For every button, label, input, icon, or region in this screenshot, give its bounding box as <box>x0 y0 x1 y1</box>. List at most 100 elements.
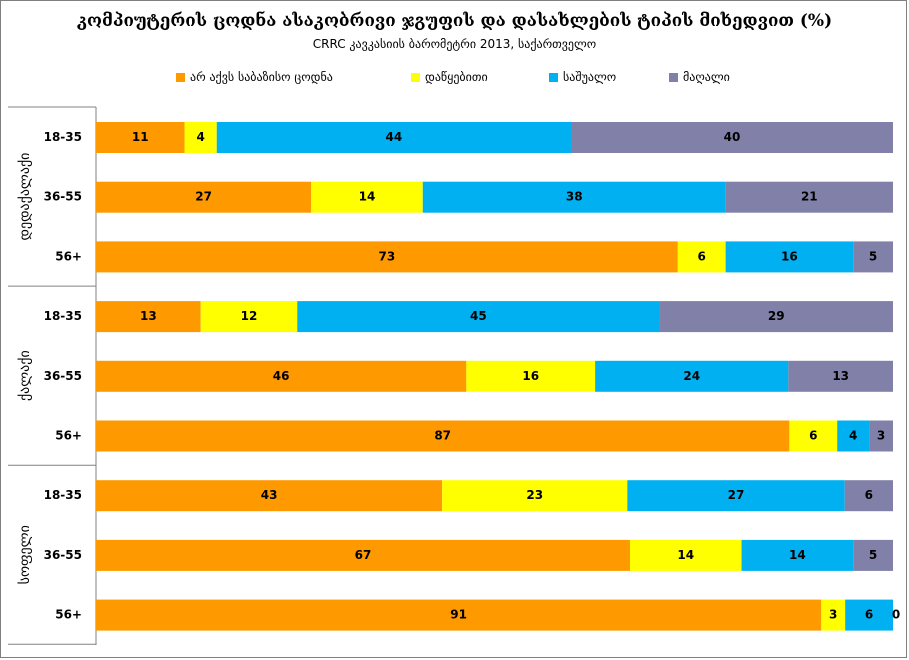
row-label: 18-35 <box>44 488 82 502</box>
data-label: 40 <box>724 130 741 144</box>
data-label: 27 <box>728 488 745 502</box>
data-label: 24 <box>683 369 700 383</box>
data-label: 5 <box>869 249 877 263</box>
bar-segment <box>677 241 726 273</box>
data-label: 6 <box>809 429 817 443</box>
data-label: 44 <box>386 130 403 144</box>
data-label: 27 <box>195 190 212 204</box>
bar-segment <box>184 122 217 153</box>
data-label: 87 <box>434 429 451 443</box>
data-label: 14 <box>677 548 694 562</box>
bar-segment <box>570 122 893 153</box>
bar-segment <box>96 241 678 273</box>
bar-segment <box>422 181 726 213</box>
bar-segment <box>216 122 571 153</box>
row-label: 36-55 <box>44 190 82 204</box>
bar-segment <box>789 420 838 452</box>
data-label: 13 <box>832 369 849 383</box>
data-label: 91 <box>450 608 467 622</box>
bar-segment <box>96 360 467 392</box>
data-label: 11 <box>132 130 149 144</box>
legend-swatch <box>669 72 678 82</box>
bar-segment <box>96 301 201 333</box>
legend-label: არ აქვს საბაზისო ცოდნა <box>190 70 333 84</box>
bar-segment <box>96 539 630 571</box>
data-label: 3 <box>829 608 837 622</box>
bar-segment <box>869 420 893 452</box>
data-label: 0 <box>892 608 900 622</box>
row-label: 56+ <box>55 429 82 443</box>
bar-segment <box>629 539 742 571</box>
legend-item-advanced: მაღალი <box>669 68 730 86</box>
group-label: სოფელი <box>17 525 33 584</box>
data-label: 6 <box>698 249 706 263</box>
data-label: 6 <box>865 488 873 502</box>
bar-segment <box>853 241 893 273</box>
bar-segment <box>741 539 854 571</box>
bar-segment <box>853 539 893 571</box>
data-label: 12 <box>241 309 258 323</box>
bar-segment <box>96 122 185 153</box>
bar-segment <box>659 301 893 333</box>
bar-segment <box>821 599 846 631</box>
legend-label: დაწყებითი <box>425 70 488 84</box>
legend-item-beginner: დაწყებითი <box>411 68 488 86</box>
data-label: 6 <box>865 608 873 622</box>
row-label: 36-55 <box>44 548 82 562</box>
data-label: 16 <box>522 369 539 383</box>
chart-legend: არ აქვს საბაზისო ცოდნა დაწყებითი საშუალო… <box>0 68 909 88</box>
bar-segment <box>96 480 443 512</box>
legend-swatch <box>549 72 558 82</box>
bar-segment <box>200 301 298 333</box>
data-label: 3 <box>877 429 885 443</box>
row-label: 56+ <box>55 249 82 263</box>
data-label: 14 <box>789 548 806 562</box>
bar-segment <box>627 480 845 512</box>
legend-swatch <box>176 72 185 82</box>
group-label: ქალაქი <box>17 350 33 401</box>
group-label: დედაქალაქი <box>17 153 33 241</box>
data-label: 29 <box>768 309 785 323</box>
row-label: 36-55 <box>44 369 82 383</box>
data-label: 21 <box>801 190 818 204</box>
bar-segment <box>845 599 893 631</box>
data-label: 14 <box>359 190 376 204</box>
data-label: 13 <box>140 309 157 323</box>
bar-segment <box>297 301 660 333</box>
bar-segment <box>595 360 789 392</box>
data-label: 5 <box>869 548 877 562</box>
bar-segment <box>311 181 423 213</box>
bar-segment <box>96 599 822 631</box>
data-label: 38 <box>566 190 583 204</box>
legend-label: საშუალო <box>563 70 617 84</box>
bar-segment <box>725 241 854 273</box>
bar-segment <box>844 480 893 512</box>
data-label: 45 <box>470 309 487 323</box>
row-label: 18-35 <box>44 130 82 144</box>
bar-segment <box>725 181 893 213</box>
row-label: 18-35 <box>44 309 82 323</box>
chart-subtitle: CRRC კავკასიის ბარომეტრი 2013, საქართველ… <box>312 37 597 51</box>
data-label: 16 <box>781 249 798 263</box>
chart-title: კომპიუტერის ცოდნა ასაკობრივი ჯგუფის და დ… <box>76 11 833 31</box>
data-label: 73 <box>379 249 396 263</box>
bar-segment <box>788 360 893 392</box>
legend-item-intermediate: საშუალო <box>549 68 616 86</box>
row-label: 56+ <box>55 608 82 622</box>
data-label: 23 <box>526 488 543 502</box>
bar-segment <box>96 420 790 452</box>
legend-item-no-knowledge: არ აქვს საბაზისო ცოდნა <box>176 68 333 86</box>
data-label: 4 <box>849 429 857 443</box>
bar-segment <box>442 480 628 512</box>
data-label: 67 <box>355 548 372 562</box>
data-label: 4 <box>196 130 204 144</box>
data-label: 43 <box>261 488 278 502</box>
data-label: 46 <box>273 369 290 383</box>
bar-segment <box>96 181 312 213</box>
legend-swatch <box>411 72 420 82</box>
legend-label: მაღალი <box>683 70 730 84</box>
bar-segment <box>466 360 596 392</box>
bar-segment <box>837 420 870 452</box>
